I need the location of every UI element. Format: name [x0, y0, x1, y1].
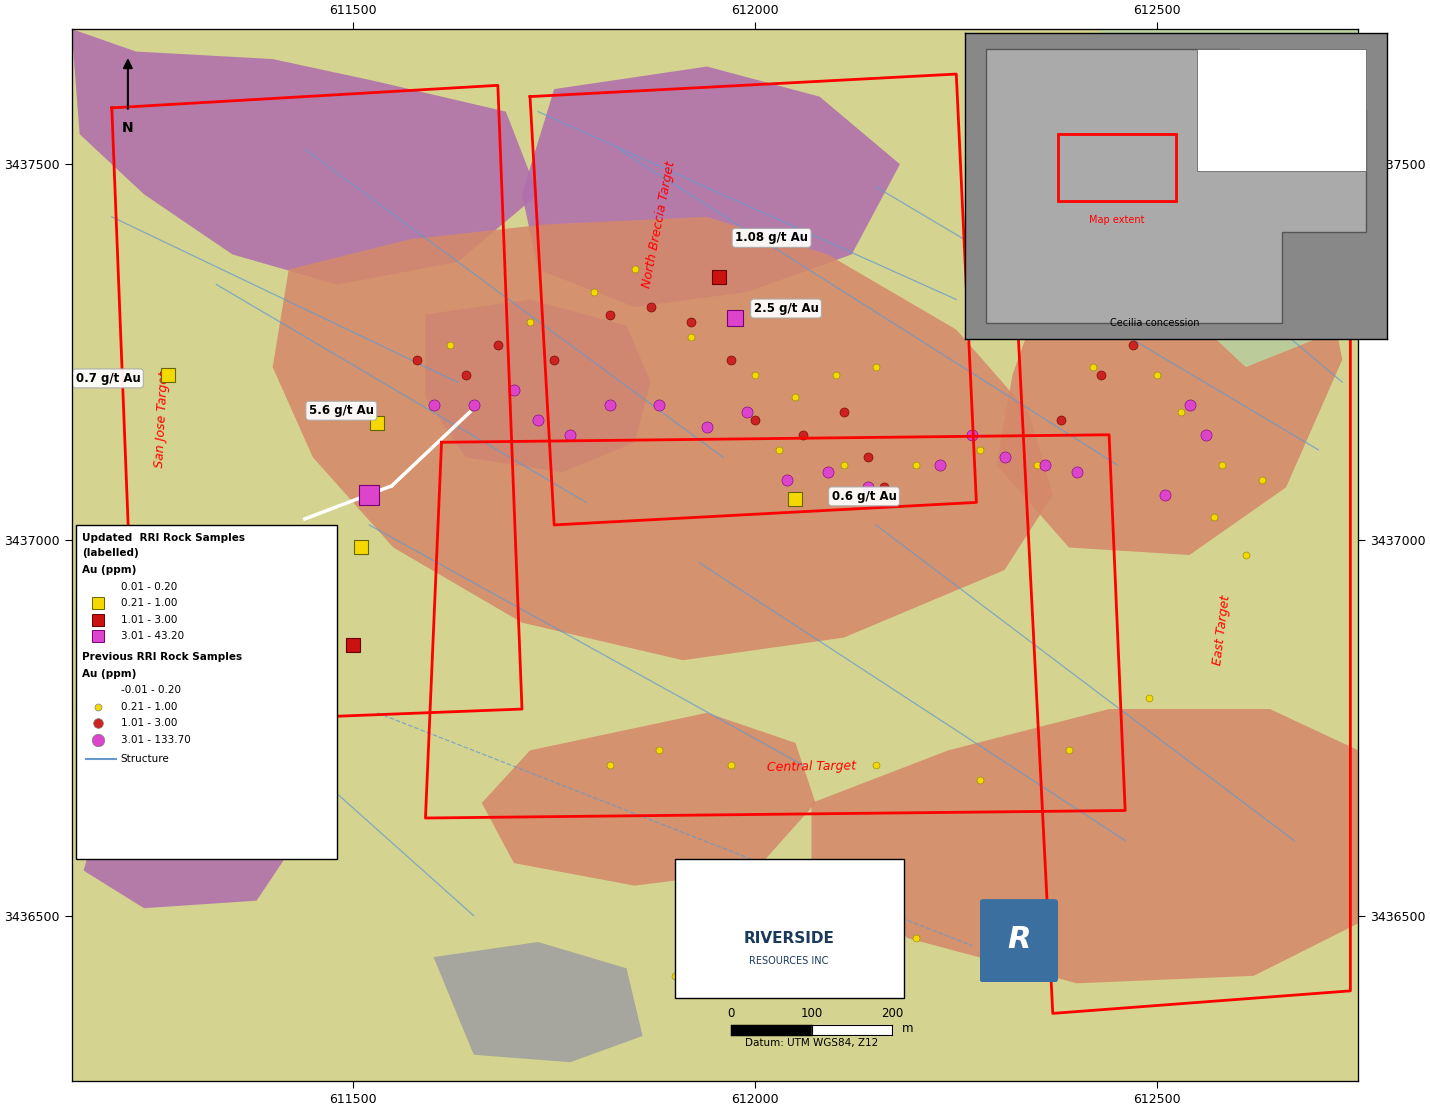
- Text: RESOURCES INC: RESOURCES INC: [749, 956, 828, 966]
- Text: 200: 200: [881, 1007, 904, 1020]
- Text: Datum: UTM WGS84, Z12: Datum: UTM WGS84, Z12: [745, 1039, 878, 1049]
- Text: 0.6 g/t Au: 0.6 g/t Au: [832, 490, 897, 503]
- Polygon shape: [1101, 29, 1358, 367]
- Text: San Jose Target: San Jose Target: [153, 371, 172, 468]
- Text: m: m: [901, 1022, 914, 1035]
- Polygon shape: [1197, 49, 1366, 171]
- Polygon shape: [433, 942, 642, 1062]
- FancyBboxPatch shape: [980, 899, 1058, 982]
- Text: North Breccia Target: North Breccia Target: [641, 160, 678, 289]
- Text: 1.01 - 3.00: 1.01 - 3.00: [120, 718, 177, 728]
- Text: -0.01 - 0.20: -0.01 - 0.20: [120, 685, 180, 695]
- Text: Previous RRI Rock Samples: Previous RRI Rock Samples: [82, 653, 242, 663]
- Polygon shape: [482, 713, 815, 886]
- Text: 0.7 g/t Au: 0.7 g/t Au: [253, 655, 317, 668]
- Text: R: R: [1007, 925, 1031, 953]
- Text: East Target: East Target: [1211, 594, 1233, 666]
- Text: 5.6 g/t Au: 5.6 g/t Au: [309, 404, 373, 417]
- Text: Au (ppm): Au (ppm): [82, 668, 136, 678]
- Text: 3.01 - 133.70: 3.01 - 133.70: [120, 735, 190, 745]
- Text: 100: 100: [801, 1007, 822, 1020]
- FancyBboxPatch shape: [76, 525, 337, 859]
- Polygon shape: [987, 49, 1366, 323]
- Text: 0: 0: [728, 1007, 735, 1020]
- Text: Updated  RRI Rock Samples: Updated RRI Rock Samples: [82, 534, 245, 544]
- Text: N: N: [122, 121, 134, 134]
- Text: (labelled): (labelled): [82, 548, 139, 558]
- Text: RIVERSIDE: RIVERSIDE: [744, 931, 835, 946]
- Text: 3.01 - 43.20: 3.01 - 43.20: [120, 632, 184, 642]
- Text: 0.01 - 0.20: 0.01 - 0.20: [120, 582, 177, 592]
- Text: 0.21 - 1.00: 0.21 - 1.00: [120, 702, 177, 712]
- FancyBboxPatch shape: [675, 859, 904, 998]
- Text: Map extent: Map extent: [1090, 214, 1145, 224]
- Text: 1.08 g/t Au: 1.08 g/t Au: [735, 231, 808, 244]
- Text: 0.7 g/t Au: 0.7 g/t Au: [76, 372, 140, 385]
- Bar: [1058, 134, 1175, 201]
- Polygon shape: [273, 216, 1052, 660]
- Polygon shape: [72, 29, 538, 284]
- Text: 2.5 g/t Au: 2.5 g/t Au: [754, 302, 818, 315]
- Polygon shape: [426, 300, 651, 473]
- Text: Au (ppm): Au (ppm): [82, 565, 136, 575]
- Polygon shape: [997, 216, 1343, 555]
- Polygon shape: [811, 709, 1358, 983]
- Polygon shape: [522, 67, 899, 307]
- Text: Cecilia concession: Cecilia concession: [1110, 319, 1200, 329]
- Polygon shape: [84, 758, 297, 908]
- Text: Central Target: Central Target: [766, 759, 857, 774]
- Text: Structure: Structure: [120, 755, 169, 765]
- Text: 1.01 - 3.00: 1.01 - 3.00: [120, 615, 177, 625]
- Text: 0.21 - 1.00: 0.21 - 1.00: [120, 598, 177, 608]
- Text: 43.2 g/t Au: 43.2 g/t Au: [260, 529, 333, 543]
